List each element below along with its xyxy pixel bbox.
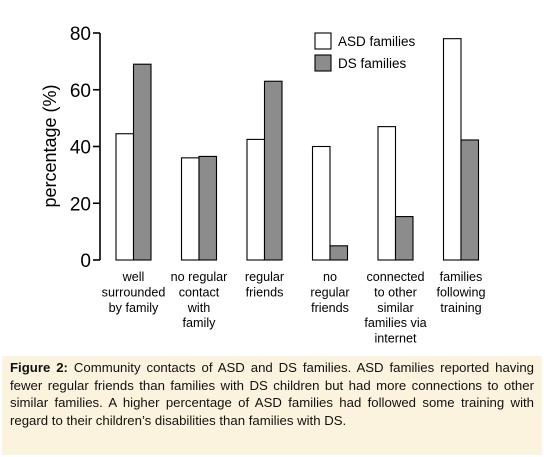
legend-label: DS families [338, 56, 407, 71]
x-category-label: regular friends [245, 270, 284, 299]
bar-asd-5 [442, 38, 462, 261]
figure-label: Figure 2: [10, 360, 68, 375]
figure-caption: Figure 2: Community contacts of ASD and … [2, 356, 542, 455]
bar-ds-3 [329, 245, 349, 261]
y-tick-label: 0 [80, 251, 91, 272]
x-category-label: connected to other similar families via inte… [364, 270, 426, 346]
y-tick-label: 60 [70, 81, 91, 102]
bar-asd-2 [246, 138, 266, 261]
y-tick-label: 40 [70, 138, 91, 159]
x-category-label: well surrounded by family [102, 270, 166, 315]
figure-caption-text: Community contacts of ASD and DS familie… [10, 360, 534, 428]
bar-ds-5 [460, 139, 480, 261]
bar-ds-1 [198, 155, 218, 261]
bar-ds-4 [394, 216, 414, 261]
bar-asd-3 [311, 145, 331, 261]
chart-legend: ASD families DS families [314, 32, 416, 72]
x-category-label: families following training [436, 270, 485, 315]
legend-label: ASD families [338, 34, 416, 49]
x-category-label: no regular contact with family [171, 270, 228, 330]
bar-asd-0 [115, 133, 135, 261]
y-axis-label: percentage (%) [40, 84, 60, 207]
bar-asd-4 [377, 126, 397, 261]
bar-ds-0 [132, 63, 152, 261]
y-tick-label: 80 [70, 24, 91, 45]
bar-ds-2 [263, 80, 283, 261]
chart-axes: 0 20 40 60 80 [70, 24, 101, 272]
y-tick-label: 20 [70, 194, 91, 215]
chart-bars [115, 38, 480, 261]
legend-swatch [314, 32, 332, 50]
legend-swatch [314, 54, 332, 72]
bar-asd-1 [180, 157, 200, 261]
x-category-label: no regular friends [310, 270, 349, 315]
